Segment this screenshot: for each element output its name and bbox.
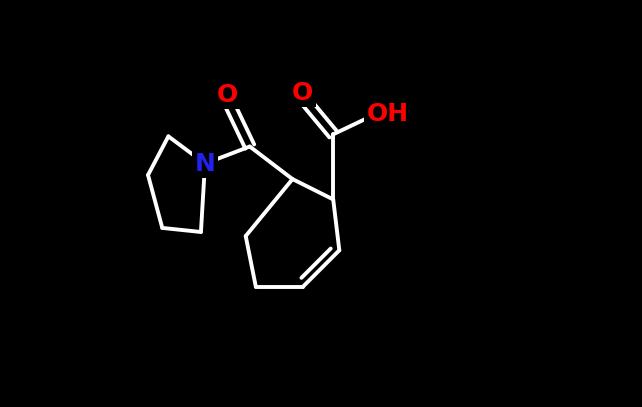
Text: OH: OH [367, 102, 408, 126]
Text: N: N [195, 152, 216, 175]
Text: O: O [292, 81, 313, 105]
Text: O: O [217, 83, 238, 107]
